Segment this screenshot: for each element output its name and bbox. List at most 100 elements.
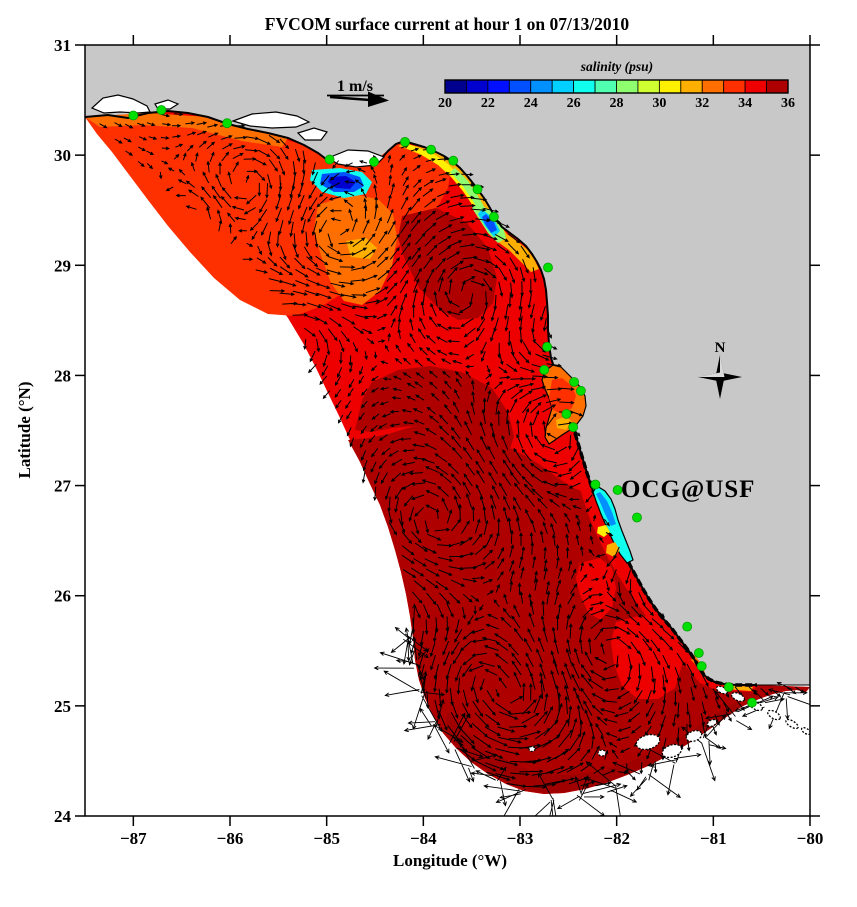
y-tick-label: 31 [54, 36, 71, 55]
map-layers [85, 45, 810, 816]
current-vectors [99, 112, 805, 789]
colorbar-tick-label: 36 [781, 96, 795, 111]
colorbar-segment [723, 79, 746, 94]
station-dot [128, 110, 139, 121]
station-dot [632, 512, 642, 523]
y-tick-label: 29 [54, 256, 71, 275]
station-dot [539, 364, 550, 375]
colorbar-segment [766, 79, 789, 94]
colorbar-tick-label: 22 [481, 96, 495, 111]
x-axis-label: Longitude (°W) [393, 851, 507, 870]
salinity-region-dark-south [348, 422, 810, 794]
plot-title: FVCOM surface current at hour 1 on 07/13… [265, 14, 630, 34]
station-dot [590, 479, 601, 490]
y-axis-label: Latitude (°N) [15, 382, 34, 479]
plume-bigbend-core [482, 214, 497, 233]
station-dot [696, 661, 707, 672]
station-dot [369, 156, 379, 167]
colorbar-segment [530, 79, 553, 94]
station-dot [543, 262, 553, 273]
colorbar-tick-label: 26 [567, 96, 581, 111]
island [785, 718, 799, 730]
colorbar-tick-label: 30 [652, 96, 666, 111]
colorbar-segment [680, 79, 703, 94]
colorbar-segment [573, 79, 596, 94]
colorbar-segment [594, 79, 617, 94]
colorbar-segment [444, 79, 467, 94]
station-dot [156, 105, 167, 115]
station-dot [682, 621, 693, 632]
station-dot [568, 422, 579, 433]
station-dot [324, 154, 335, 165]
station-dot [448, 155, 459, 166]
station-dot [542, 341, 552, 352]
watermark-ocg-usf: OCG@USF [621, 476, 755, 503]
salinity-region-keys-arc [445, 703, 744, 793]
station-dot [747, 697, 757, 708]
axes-layer: −87 −86 −85 −84 −83 −82 −81 −80 31 30 29 28 27 26 25 24 [54, 35, 823, 848]
y-tick-label: 27 [54, 477, 72, 496]
y-tick-label: 28 [54, 366, 71, 385]
colorbar-segment [616, 79, 639, 94]
salinity-region-bigbend-band [398, 143, 539, 272]
y-tick-label: 26 [54, 587, 71, 606]
compass-shading [720, 355, 725, 377]
station-dot [426, 144, 437, 155]
colorbar-tick-label: 34 [738, 96, 752, 111]
y-tick-label: 25 [54, 697, 71, 716]
bay-patch [597, 525, 610, 537]
y-tick-label: 30 [54, 146, 71, 165]
island [597, 749, 607, 757]
island [800, 726, 810, 736]
colorbar-tick-label: 20 [438, 96, 452, 111]
compass-rose-icon: N [698, 340, 742, 399]
colorbar-segment [551, 79, 575, 94]
island [730, 692, 746, 702]
x-tick-label: −86 [217, 829, 244, 848]
bay-patch [556, 416, 572, 430]
compass-north-label: N [715, 340, 726, 356]
x-tick-label: −83 [507, 829, 534, 848]
station-dot [723, 682, 734, 692]
colorbar-frame [444, 79, 789, 94]
station-dot [472, 184, 483, 195]
x-tick-label: −84 [410, 829, 437, 848]
colorbar-tick-label: 24 [524, 96, 538, 111]
land-florida [85, 45, 810, 685]
colorbar-segment [658, 79, 682, 94]
station-dot [222, 118, 233, 129]
colorbar-segment [508, 79, 532, 94]
scale-arrow-label: 1 m/s [337, 78, 373, 95]
station-dot [569, 377, 579, 387]
colorbar-segment [487, 79, 510, 94]
estuary-lagoon [231, 111, 311, 129]
island [706, 718, 718, 728]
colorbar-title: salinity (psu) [580, 59, 653, 74]
station-dot [488, 211, 499, 222]
island [661, 743, 683, 759]
colorbar-tick-label: 28 [610, 96, 624, 111]
x-tick-label: −82 [603, 829, 630, 848]
station-dot [576, 385, 586, 396]
colorbar: salinity (psu) 20 22 24 26 28 30 32 34 36 [438, 59, 795, 111]
x-tick-label: −80 [797, 829, 824, 848]
estuary-lagoon [296, 127, 328, 141]
station-dot [400, 136, 410, 147]
island [767, 709, 781, 721]
station-dot [693, 648, 704, 658]
plot-box [84, 44, 811, 817]
scale-arrow-shaft [329, 95, 371, 102]
island [635, 733, 661, 751]
scale-arrowhead-icon [368, 91, 389, 107]
scale-arrow: 1 m/s [327, 78, 389, 107]
x-tick-label: −81 [700, 829, 727, 848]
station-dot [612, 485, 623, 495]
colorbar-segment [637, 79, 660, 94]
estuary-lagoon [90, 94, 151, 114]
colorbar-segment [701, 79, 725, 94]
colorbar-tick-label: 32 [695, 96, 709, 111]
colorbar-segment [744, 79, 767, 94]
island [528, 745, 536, 753]
